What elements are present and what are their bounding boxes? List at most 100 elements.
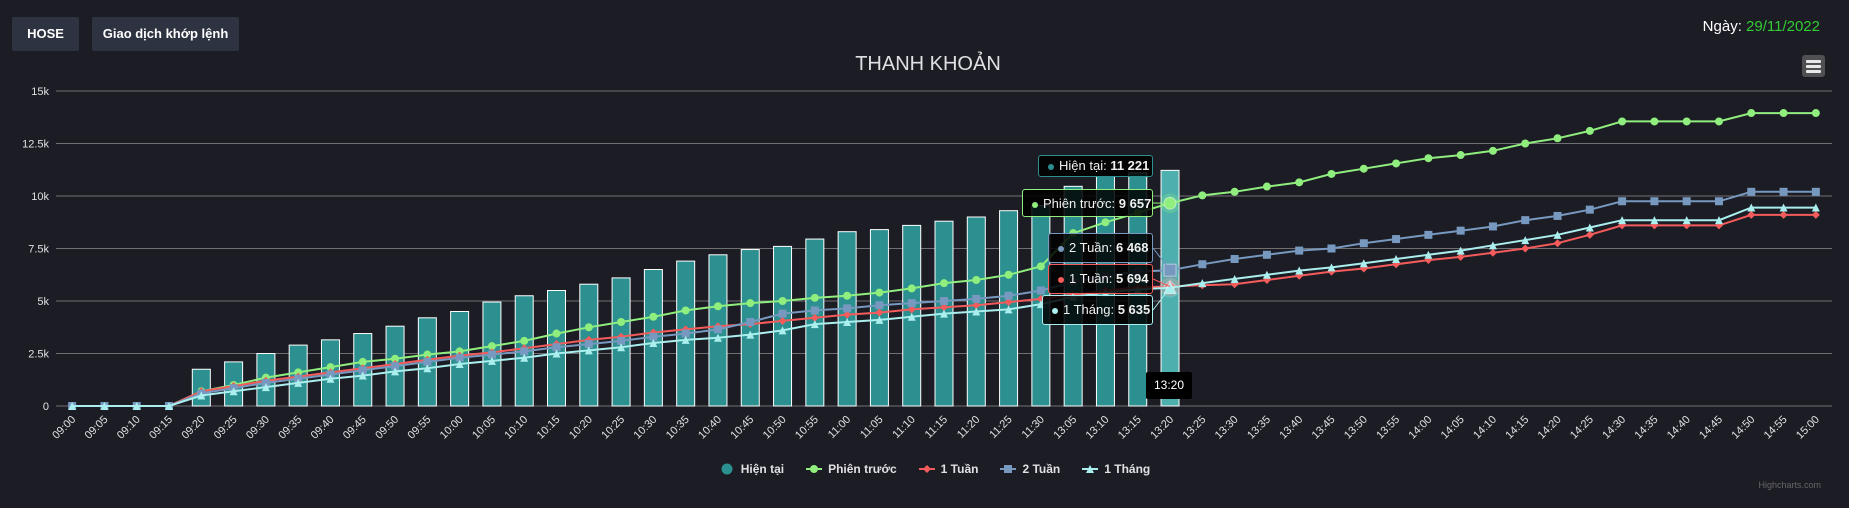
x-tick-label: 10:25 (599, 414, 627, 442)
x-tick-label: 09:30 (244, 414, 272, 442)
legend-item-phiên-trước[interactable]: Phiên trước (806, 462, 897, 476)
data-point (1424, 250, 1433, 259)
data-point (552, 349, 561, 358)
date-label: Ngày: (1702, 18, 1747, 35)
x-tick-label: 10:20 (567, 414, 595, 442)
data-point (423, 350, 432, 359)
x-tick-label: 09:20 (179, 414, 207, 442)
data-point (972, 294, 981, 303)
data-point (1359, 164, 1368, 173)
x-tick-label: 11:05 (858, 414, 885, 441)
data-point (1488, 146, 1497, 155)
tooltip-1-week: 1 Tuần: 5 694 (1048, 264, 1153, 294)
data-point (1553, 239, 1562, 248)
data-point (1682, 117, 1691, 126)
legend-item-1-tháng[interactable]: 1 Tháng (1082, 462, 1150, 476)
x-tick-label: 11:25 (987, 414, 1014, 441)
data-point (391, 362, 400, 371)
data-point (1714, 197, 1723, 206)
data-point (1521, 236, 1530, 245)
data-point (1650, 216, 1659, 225)
data-point (1650, 197, 1659, 206)
data-point (810, 306, 819, 315)
data-point (778, 316, 787, 325)
x-tick-label: 13:05 (1051, 414, 1079, 442)
chart-legend: Hiện tại Phiên trước 1 Tuần 2 Tuần 1 Tháng (0, 462, 1849, 476)
data-point (520, 347, 529, 356)
legend-item-hiện-tại[interactable]: Hiện tại (719, 462, 784, 476)
order-matching-button[interactable]: Giao dịch khớp lệnh (92, 17, 239, 51)
data-point (875, 315, 884, 324)
x-tick-label: 13:35 (1245, 414, 1273, 442)
data-point (1101, 218, 1110, 227)
hose-button[interactable]: HOSE (12, 17, 79, 51)
x-tick-label: 10:00 (438, 414, 466, 442)
date-display: Ngày: 29/11/2022 (1703, 18, 1820, 35)
data-point (520, 336, 529, 345)
x-tick-label: 14:25 (1568, 414, 1596, 442)
data-point (1198, 260, 1207, 269)
data-point (132, 402, 141, 410)
data-point (1714, 216, 1723, 225)
data-point (843, 304, 852, 313)
data-point (1618, 117, 1627, 126)
x-tick-label: 09:15 (147, 414, 175, 442)
x-tick-label: 13:50 (1342, 414, 1370, 442)
data-point (455, 347, 464, 356)
data-point (1424, 230, 1433, 239)
data-point (1747, 109, 1756, 118)
data-point (1585, 230, 1594, 239)
highcharts-credits[interactable]: Highcharts.com (1758, 480, 1821, 490)
x-tick-label: 14:35 (1633, 414, 1661, 442)
data-point (1779, 210, 1788, 219)
y-tick-label: 12.5k (22, 139, 49, 151)
data-point (940, 309, 948, 318)
data-point (1811, 187, 1820, 196)
tooltip-previous-session: Phiên trước: 9 657 (1022, 189, 1153, 217)
legend-item-1-tuần[interactable]: 1 Tuần (918, 462, 978, 476)
data-point (649, 312, 658, 321)
series-2-tuần (68, 187, 1820, 410)
data-point (1779, 187, 1788, 196)
data-point (1327, 263, 1336, 272)
data-point (294, 368, 303, 377)
data-point (1198, 191, 1207, 200)
y-tick-label: 10k (31, 191, 49, 203)
chart-title: THANH KHOẢN (855, 52, 1001, 75)
x-tick-label: 09:10 (115, 414, 143, 442)
x-tick-label: 13:10 (1084, 414, 1112, 442)
data-point (843, 310, 852, 319)
data-point (810, 293, 819, 302)
series-dot-icon (1052, 307, 1058, 314)
data-point (617, 343, 626, 352)
data-point (1295, 266, 1304, 275)
chart-menu-button[interactable] (1802, 55, 1825, 77)
legend-symbol (922, 465, 931, 473)
circle-legend-icon (721, 463, 733, 475)
data-point (1359, 259, 1368, 268)
data-point (778, 309, 787, 318)
data-point (1392, 159, 1401, 168)
x-tick-label: 14:05 (1439, 414, 1467, 442)
data-point (1456, 151, 1465, 160)
series-dot-icon (1032, 201, 1038, 208)
data-point (875, 308, 884, 317)
x-tick-label: 11:10 (890, 414, 917, 441)
data-point (1682, 197, 1691, 206)
x-tick-label: 10:30 (632, 414, 660, 442)
legend-item-2-tuần[interactable]: 2 Tuần (1000, 462, 1060, 476)
data-point (487, 356, 496, 365)
data-point (1456, 226, 1465, 235)
x-tick-label: 09:05 (83, 414, 111, 442)
data-point (326, 374, 335, 383)
tooltip-label: Phiên trước: (1043, 196, 1119, 211)
x-tick-label: 09:50 (373, 414, 401, 442)
data-point (1456, 252, 1465, 261)
data-point (358, 357, 367, 366)
data-point (1747, 210, 1756, 219)
data-point (1488, 222, 1497, 231)
data-point-hovered (1163, 280, 1177, 295)
data-point (1456, 246, 1465, 255)
data-point (1747, 187, 1756, 196)
data-point (455, 360, 464, 368)
